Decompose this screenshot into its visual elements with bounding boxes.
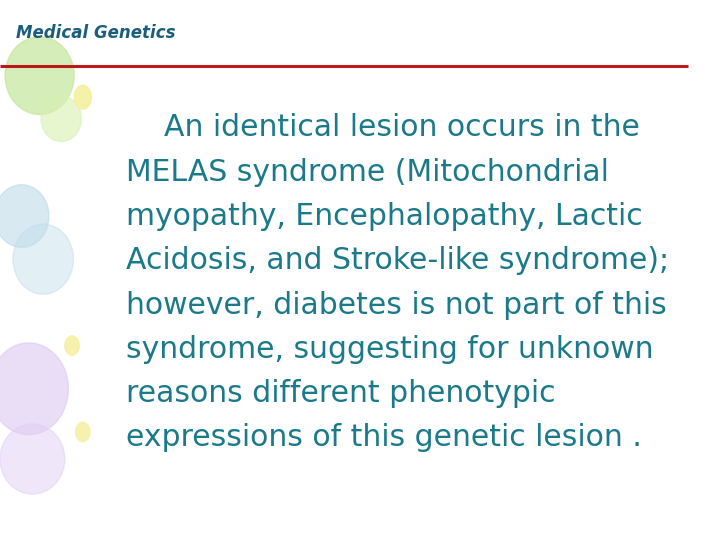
Text: expressions of this genetic lesion .: expressions of this genetic lesion . bbox=[126, 423, 642, 453]
Ellipse shape bbox=[74, 85, 91, 109]
Text: Acidosis, and Stroke-like syndrome);: Acidosis, and Stroke-like syndrome); bbox=[126, 246, 669, 275]
Ellipse shape bbox=[0, 343, 68, 435]
Text: Medical Genetics: Medical Genetics bbox=[16, 24, 176, 42]
Ellipse shape bbox=[41, 96, 81, 141]
Ellipse shape bbox=[5, 37, 74, 114]
Text: syndrome, suggesting for unknown: syndrome, suggesting for unknown bbox=[126, 335, 654, 364]
Ellipse shape bbox=[65, 336, 79, 355]
Ellipse shape bbox=[13, 224, 73, 294]
Ellipse shape bbox=[0, 424, 65, 494]
Text: An identical lesion occurs in the: An identical lesion occurs in the bbox=[126, 113, 640, 143]
Ellipse shape bbox=[0, 185, 49, 247]
Ellipse shape bbox=[76, 422, 90, 442]
Text: however, diabetes is not part of this: however, diabetes is not part of this bbox=[126, 291, 667, 320]
Text: myopathy, Encephalopathy, Lactic: myopathy, Encephalopathy, Lactic bbox=[126, 202, 643, 231]
Text: MELAS syndrome (Mitochondrial: MELAS syndrome (Mitochondrial bbox=[126, 158, 609, 187]
Text: reasons different phenotypic: reasons different phenotypic bbox=[126, 379, 556, 408]
